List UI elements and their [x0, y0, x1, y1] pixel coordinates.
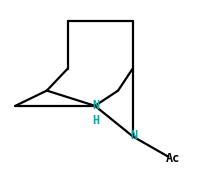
Text: H: H — [92, 114, 100, 127]
Text: Ac: Ac — [165, 152, 180, 165]
Text: N: N — [92, 98, 100, 111]
Text: N: N — [130, 129, 137, 142]
